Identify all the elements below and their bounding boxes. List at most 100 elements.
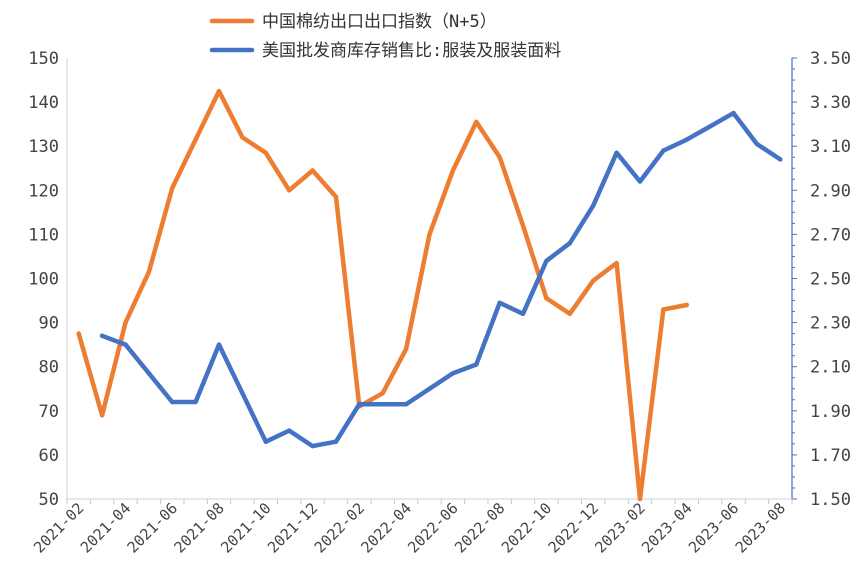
left-y-tick-label: 130: [28, 137, 59, 157]
us-inventory-sales-ratio-point: [333, 439, 339, 444]
us-inventory-sales-ratio-point: [778, 157, 783, 162]
cotton-export-index-point: [170, 185, 175, 191]
legend-label-us-inventory-sales-ratio: 美国批发商库存销售比:服装及服装面料: [262, 41, 561, 61]
cotton-export-index-point: [216, 88, 222, 94]
cotton-export-index-point: [591, 278, 596, 283]
left-y-tick-label: 60: [39, 446, 59, 466]
us-inventory-sales-ratio-point: [193, 399, 198, 405]
x-tick-label: 2022-10: [498, 499, 555, 556]
cotton-export-index-point: [661, 307, 666, 312]
cotton-export-index-point: [76, 331, 81, 336]
series-layer: [76, 88, 783, 502]
cotton-export-index-point: [474, 119, 479, 125]
us-inventory-sales-ratio-point: [614, 150, 619, 155]
legend: 中国棉纺出口出口指数（N+5） 美国批发商库存销售比:服装及服装面料: [209, 12, 561, 61]
x-tick-label: 2023-02: [591, 499, 648, 556]
us-inventory-sales-ratio-point: [170, 399, 175, 405]
us-inventory-sales-ratio-point: [99, 333, 105, 338]
x-tick-label: 2023-06: [685, 499, 742, 556]
us-inventory-sales-ratio-point: [637, 179, 643, 184]
us-inventory-sales-ratio-point: [357, 402, 362, 407]
right-y-tick-label: 2.90: [810, 181, 851, 201]
us-inventory-sales-ratio-point: [146, 371, 152, 376]
us-inventory-sales-ratio-point: [591, 203, 596, 208]
cotton-export-index-point: [427, 232, 432, 237]
cotton-export-index-point: [403, 346, 409, 352]
x-tick-label: 2023-04: [638, 499, 695, 556]
right-y-tick-label: 1.50: [810, 490, 851, 510]
left-y-tick-label: 80: [39, 358, 59, 378]
left-y-tick-label: 100: [28, 270, 59, 290]
right-y-tick-label: 3.50: [810, 49, 851, 69]
us-inventory-sales-ratio-point: [263, 439, 268, 444]
us-inventory-sales-ratio-point: [544, 258, 549, 264]
x-tick-label: 2022-08: [451, 499, 508, 556]
us-inventory-sales-ratio-line: [99, 110, 783, 449]
cotton-export-index-line: [76, 88, 690, 502]
cotton-export-index-point: [123, 320, 128, 325]
x-tick-label: 2022-12: [545, 499, 602, 556]
us-inventory-sales-ratio-point: [754, 141, 760, 147]
us-inventory-sales-ratio-point: [707, 124, 713, 129]
us-inventory-sales-ratio-point: [380, 402, 385, 407]
cotton-export-index-point: [637, 496, 643, 502]
right-y-tick-label: 1.90: [810, 402, 851, 422]
us-inventory-sales-ratio-point: [287, 428, 292, 433]
cotton-export-index-point: [567, 311, 572, 316]
x-tick-label: 2021-04: [77, 499, 134, 556]
us-inventory-sales-ratio-point: [567, 241, 572, 246]
cotton-export-index-point: [310, 168, 315, 173]
us-inventory-sales-ratio-point: [497, 300, 502, 305]
right-y-tick-label: 3.10: [810, 137, 851, 157]
us-inventory-sales-ratio-point: [123, 342, 128, 347]
cotton-export-index-point: [263, 150, 268, 155]
right-y-tick-label: 1.70: [810, 446, 851, 466]
axes: 50 60 70 80 90 100 110 120 130 140 150 1.50 1.70 1.90…: [28, 49, 851, 557]
us-inventory-sales-ratio-point: [661, 148, 666, 153]
legend-label-cotton-export-index: 中国棉纺出口出口指数（N+5）: [262, 12, 497, 32]
us-inventory-sales-ratio-point: [474, 362, 479, 367]
us-inventory-sales-ratio-point: [427, 386, 432, 391]
cotton-export-index-point: [193, 137, 198, 142]
x-tick-label: 2021-10: [217, 499, 274, 556]
us-inventory-sales-ratio-point: [520, 311, 526, 316]
cotton-export-index-point: [450, 168, 456, 173]
right-y-tick-label: 2.10: [810, 358, 851, 378]
x-tick-label: 2023-08: [732, 499, 789, 556]
cotton-export-index-point: [287, 188, 292, 193]
right-y-tick-label: 2.30: [810, 314, 851, 334]
us-inventory-sales-ratio-point: [240, 391, 245, 396]
x-tick-label: 2021-06: [124, 499, 181, 556]
cotton-export-index-point: [684, 302, 689, 308]
left-y-tick-label: 120: [28, 181, 59, 201]
left-y-tick-label: 90: [39, 314, 59, 334]
left-y-tick-label: 110: [28, 225, 59, 245]
x-tick-label: 2022-02: [311, 499, 368, 556]
left-y-tick-label: 70: [39, 402, 59, 422]
us-inventory-sales-ratio-point: [450, 371, 456, 376]
right-y-tick-label: 3.30: [810, 93, 851, 113]
x-tick-label: 2022-06: [404, 499, 461, 556]
us-inventory-sales-ratio-point: [731, 110, 736, 116]
cotton-export-index-point: [544, 296, 549, 301]
us-inventory-sales-ratio-point: [310, 443, 315, 449]
us-inventory-sales-ratio-point: [403, 402, 409, 407]
x-tick-label: 2022-04: [358, 499, 415, 556]
cotton-export-index-point: [380, 391, 385, 396]
left-y-tick-label: 140: [28, 93, 59, 113]
cotton-export-index-point: [99, 413, 105, 418]
cotton-export-index-point: [497, 155, 502, 160]
cotton-export-index-point: [520, 223, 526, 228]
right-y-tick-label: 2.70: [810, 225, 851, 245]
cotton-export-index-point: [146, 269, 152, 275]
x-tick-label: 2021-08: [170, 499, 227, 556]
left-y-tick-label: 150: [28, 49, 59, 69]
us-inventory-sales-ratio-point: [684, 137, 689, 142]
cotton-export-index-point: [333, 194, 339, 200]
right-y-tick-label: 2.50: [810, 270, 851, 290]
left-y-tick-label: 50: [39, 490, 59, 510]
x-tick-label: 2021-12: [264, 499, 321, 556]
cotton-export-index-point: [614, 260, 619, 266]
us-inventory-sales-ratio-point: [216, 342, 222, 347]
